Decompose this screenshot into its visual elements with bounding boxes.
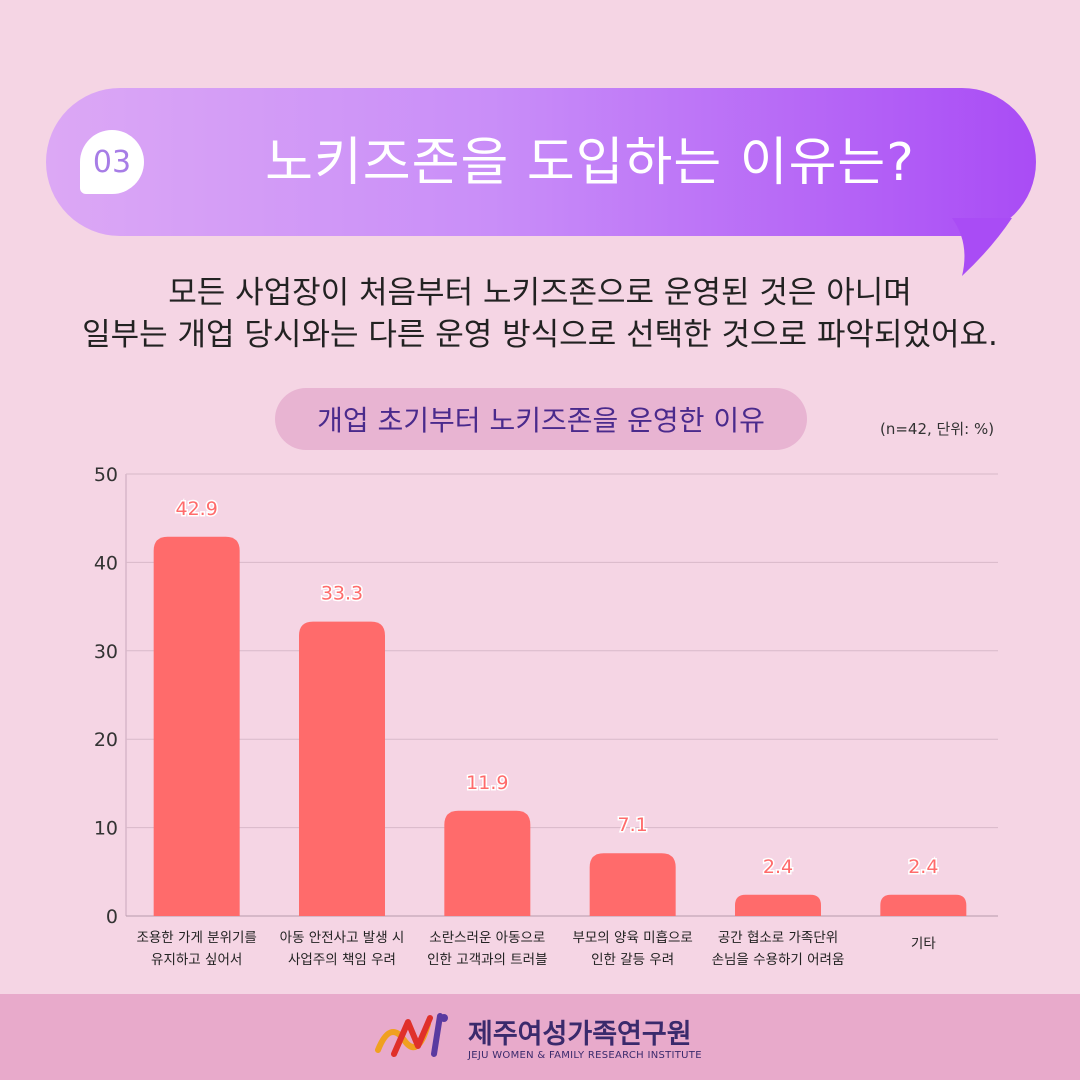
page-title: 노키즈존을 도입하는 이유는? bbox=[265, 133, 915, 193]
section-number-badge: 03 bbox=[80, 130, 144, 194]
x-tick-label: 부모의 양육 미흡으로 bbox=[572, 930, 692, 946]
chart-title: 개업 초기부터 노키즈존을 운영한 이유 bbox=[275, 388, 807, 450]
footer-bar bbox=[0, 994, 1080, 1080]
bar bbox=[299, 621, 385, 916]
intro-line-1: 모든 사업장이 처음부터 노키즈존으로 운영된 것은 아니며 bbox=[168, 275, 912, 311]
institute-name: 제주여성가족연구원 bbox=[468, 1019, 692, 1050]
institute-name-en: JEJU WOMEN & FAMILY RESEARCH INSTITUTE bbox=[468, 1050, 702, 1061]
intro-line-2: 일부는 개업 당시와는 다른 운영 방식으로 선택한 것으로 파악되었어요. bbox=[82, 317, 998, 353]
bar bbox=[444, 810, 531, 916]
x-tick-label: 인한 갈등 우려 bbox=[591, 952, 674, 968]
data-label: 11.9 bbox=[466, 772, 508, 794]
data-label: 2.4 bbox=[763, 856, 793, 878]
x-tick-label: 유지하고 싶어서 bbox=[151, 952, 242, 968]
unit-note: (n=42, 단위: %) bbox=[880, 420, 995, 438]
data-label: 42.9 bbox=[176, 498, 218, 520]
x-tick-label: 인한 고객과의 트러블 bbox=[427, 952, 547, 968]
x-tick-label: 아동 안전사고 발생 시 bbox=[280, 930, 405, 946]
x-tick-label: 소란스러운 아동으로 bbox=[429, 930, 545, 946]
bar bbox=[735, 894, 821, 916]
x-tick-label: 사업주의 책임 우려 bbox=[288, 952, 396, 968]
bar bbox=[880, 894, 967, 916]
y-tick-label: 40 bbox=[94, 552, 118, 574]
y-tick-label: 0 bbox=[106, 906, 118, 928]
data-label: 33.3 bbox=[321, 583, 363, 605]
data-label: 2.4 bbox=[908, 856, 938, 878]
y-tick-label: 30 bbox=[94, 641, 118, 663]
bar bbox=[153, 536, 240, 916]
y-tick-label: 50 bbox=[94, 464, 118, 486]
y-tick-label: 20 bbox=[94, 729, 118, 751]
x-tick-label: 기타 bbox=[911, 936, 936, 952]
data-label: 7.1 bbox=[618, 814, 648, 836]
bar bbox=[589, 853, 676, 916]
y-tick-label: 10 bbox=[94, 818, 118, 840]
bubble-tail bbox=[952, 218, 1012, 276]
x-tick-label: 손님을 수용하기 어려움 bbox=[712, 952, 845, 968]
institute-logo-icon bbox=[375, 1013, 448, 1057]
title-bubble bbox=[46, 88, 1036, 236]
x-tick-label: 조용한 가게 분위기를 bbox=[136, 930, 256, 946]
x-tick-label: 공간 협소로 가족단위 bbox=[718, 930, 838, 946]
